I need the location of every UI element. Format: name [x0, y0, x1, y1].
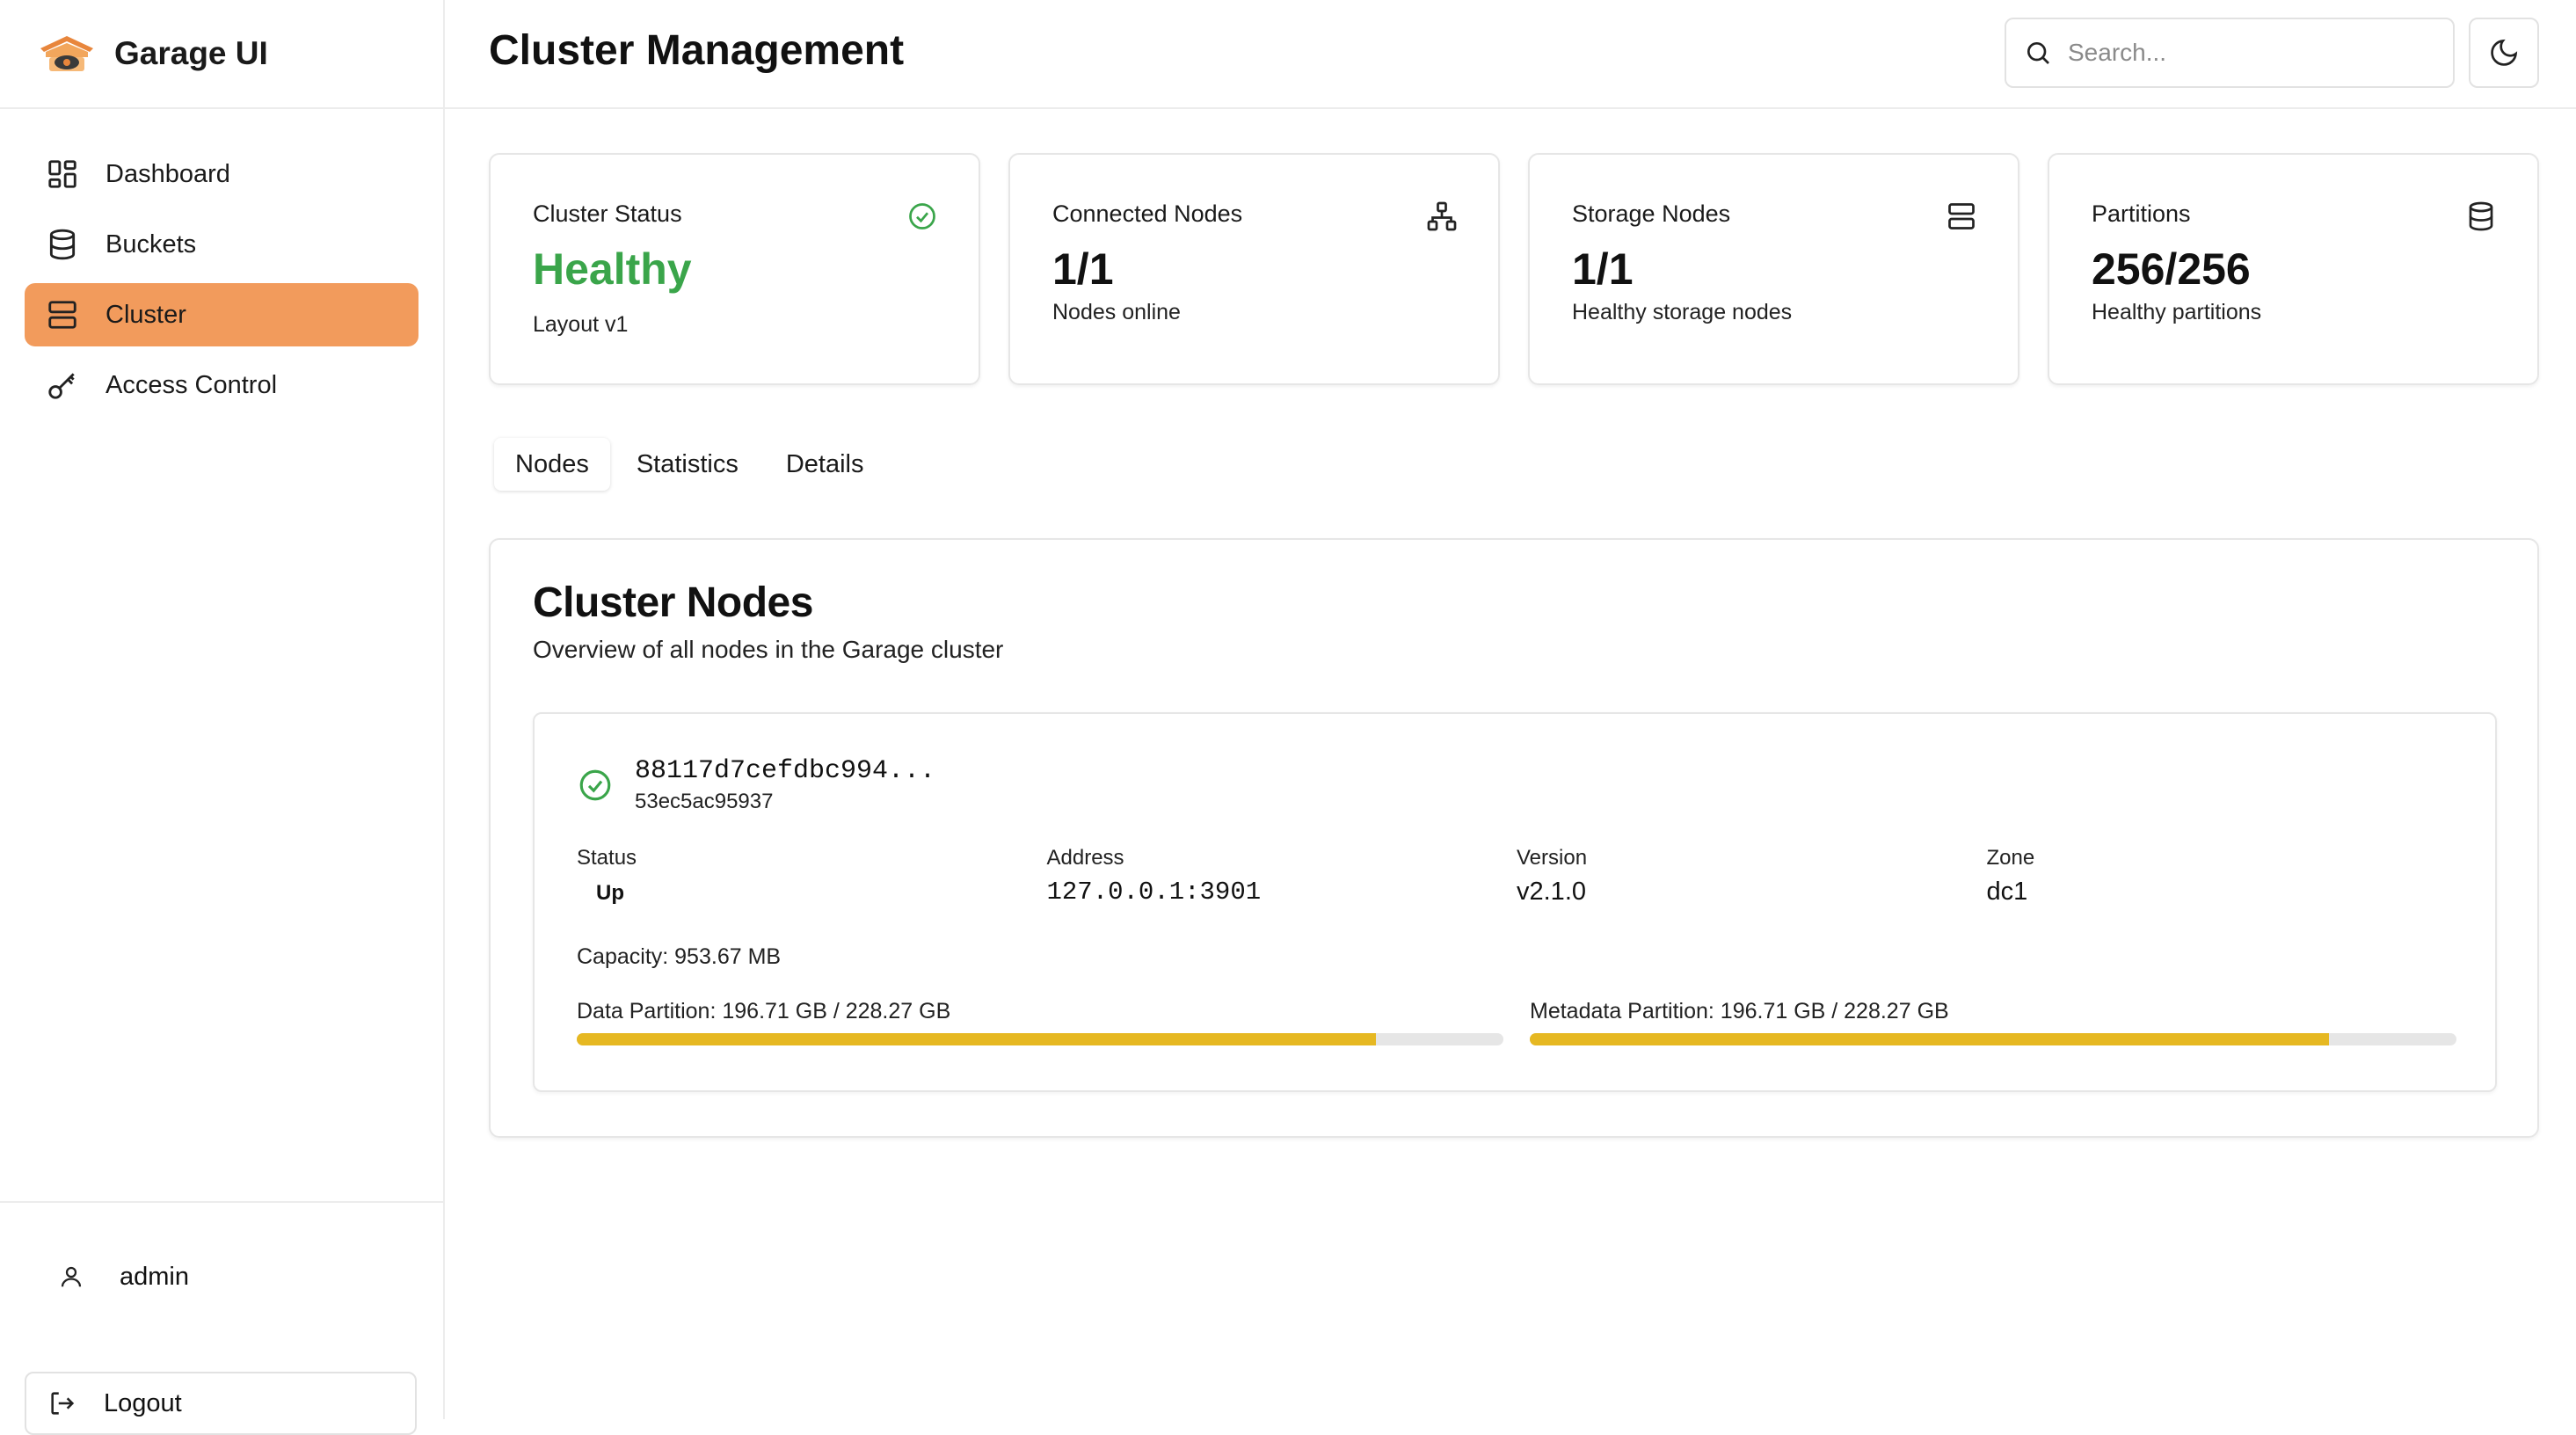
field-value: dc1 — [1986, 878, 2028, 906]
metadata-partition-track — [1530, 1033, 2456, 1045]
partition-bars: Data Partition: 196.71 GB / 228.27 GB Me… — [577, 999, 2456, 1045]
logout-icon — [51, 1392, 75, 1415]
cluster-nodes-panel: Cluster Nodes Overview of all nodes in t… — [489, 538, 2539, 1138]
logout-button[interactable]: Logout — [25, 1372, 417, 1435]
stat-cards: Cluster Status Healthy Layout v1 Connect… — [489, 153, 2539, 385]
user-icon — [61, 1266, 82, 1287]
sidebar-item-access-control[interactable]: Access Control — [25, 353, 418, 417]
tab-statistics[interactable]: Statistics — [636, 449, 739, 478]
stat-value: 1/1 — [1572, 244, 1634, 294]
metadata-partition: Metadata Partition: 196.71 GB / 228.27 G… — [1530, 999, 2456, 1045]
node-zone: Zone dc1 — [1987, 846, 2457, 907]
database-icon — [2469, 201, 2493, 231]
brand[interactable]: Garage UI — [0, 0, 443, 109]
username: admin — [120, 1262, 189, 1291]
data-partition-track — [577, 1033, 1503, 1045]
panel-subtitle: Overview of all nodes in the Garage clus… — [533, 636, 1004, 663]
stat-sub: Layout v1 — [533, 312, 629, 337]
stat-value: 256/256 — [2092, 244, 2251, 294]
garage-logo-icon — [40, 36, 93, 71]
field-label: Address — [1046, 846, 1124, 870]
node-fields: Status Up Address 127.0.0.1:3901 Version… — [577, 846, 2456, 907]
dashboard-icon — [48, 160, 76, 188]
tab-nodes[interactable]: Nodes — [494, 438, 610, 491]
sidebar: Garage UI Dashboard Buckets Cluster — [0, 0, 445, 1435]
sidebar-item-label: Buckets — [106, 229, 197, 259]
header: Cluster Management — [445, 0, 2576, 109]
sidebar-item-buckets[interactable]: Buckets — [25, 213, 418, 276]
stat-value: 1/1 — [1052, 244, 1114, 294]
data-partition-label: Data Partition: 196.71 GB / 228.27 GB — [577, 999, 951, 1023]
main-content: Cluster Status Healthy Layout v1 Connect… — [489, 153, 2539, 1138]
node-address: Address 127.0.0.1:3901 — [1047, 846, 1517, 907]
field-label: Status — [577, 846, 637, 870]
server-icon — [1948, 203, 1975, 229]
field-label: Version — [1517, 846, 1588, 870]
node-card: 88117d7cefdbc994... 53ec5ac95937 Status … — [533, 712, 2497, 1092]
sidebar-item-label: Cluster — [106, 300, 186, 329]
stat-card-connected-nodes: Connected Nodes 1/1 Nodes online — [1008, 153, 1500, 385]
search-box[interactable] — [2005, 18, 2455, 88]
node-capacity: Capacity: 953.67 MB — [577, 944, 782, 969]
sidebar-item-label: Dashboard — [106, 159, 230, 188]
stat-card-storage-nodes: Storage Nodes 1/1 Healthy storage nodes — [1528, 153, 2019, 385]
sidebar-item-label: Access Control — [106, 370, 278, 399]
tab-bar: Nodes Statistics Details — [489, 436, 2539, 492]
stat-card-partitions: Partitions 256/256 Healthy partitions — [2048, 153, 2539, 385]
theme-toggle-button[interactable] — [2469, 18, 2539, 88]
node-status: Status Up — [577, 846, 1047, 907]
logout-label: Logout — [104, 1388, 182, 1417]
stat-card-cluster-status: Cluster Status Healthy Layout v1 — [489, 153, 980, 385]
metadata-partition-fill — [1530, 1033, 2329, 1045]
stat-sub: Healthy partitions — [2092, 300, 2262, 324]
data-partition-fill — [577, 1033, 1376, 1045]
sidebar-footer: admin Logout — [0, 1201, 443, 1435]
database-icon — [49, 229, 76, 260]
check-circle-icon — [579, 769, 611, 801]
search-input[interactable] — [2066, 38, 2439, 68]
node-header: 88117d7cefdbc994... 53ec5ac95937 — [577, 756, 935, 814]
node-version: Version v2.1.0 — [1517, 846, 1987, 907]
metadata-partition-label: Metadata Partition: 196.71 GB / 228.27 G… — [1530, 999, 1949, 1023]
field-value: 127.0.0.1:3901 — [1046, 878, 1262, 907]
sidebar-item-cluster[interactable]: Cluster — [25, 283, 418, 346]
moon-icon — [2491, 39, 2518, 66]
stat-label: Connected Nodes — [1052, 200, 1243, 227]
user-menu[interactable]: admin — [58, 1250, 443, 1303]
data-partition: Data Partition: 196.71 GB / 228.27 GB — [577, 999, 1503, 1045]
page-title: Cluster Management — [489, 27, 905, 74]
brand-name: Garage UI — [114, 35, 268, 71]
server-icon — [48, 301, 76, 329]
sidebar-nav: Dashboard Buckets Cluster Access Control — [0, 109, 443, 417]
stat-value: Healthy — [533, 244, 692, 294]
panel-title: Cluster Nodes — [533, 579, 813, 626]
status-badge: Up — [596, 881, 624, 905]
stat-label: Partitions — [2092, 200, 2191, 227]
stat-sub: Nodes online — [1052, 300, 1181, 324]
search-icon — [2027, 42, 2049, 64]
field-value: v2.1.0 — [1517, 878, 1586, 906]
network-icon — [1427, 201, 1457, 231]
check-circle-icon — [909, 203, 935, 229]
tab-details[interactable]: Details — [785, 449, 864, 478]
stat-label: Cluster Status — [533, 200, 682, 227]
node-hostname: 53ec5ac95937 — [635, 790, 774, 813]
node-id: 88117d7cefdbc994... — [635, 756, 936, 786]
field-label: Zone — [1986, 846, 2035, 870]
stat-label: Storage Nodes — [1572, 200, 1731, 227]
key-icon — [48, 373, 75, 399]
sidebar-item-dashboard[interactable]: Dashboard — [25, 142, 418, 206]
stat-sub: Healthy storage nodes — [1572, 300, 1793, 324]
